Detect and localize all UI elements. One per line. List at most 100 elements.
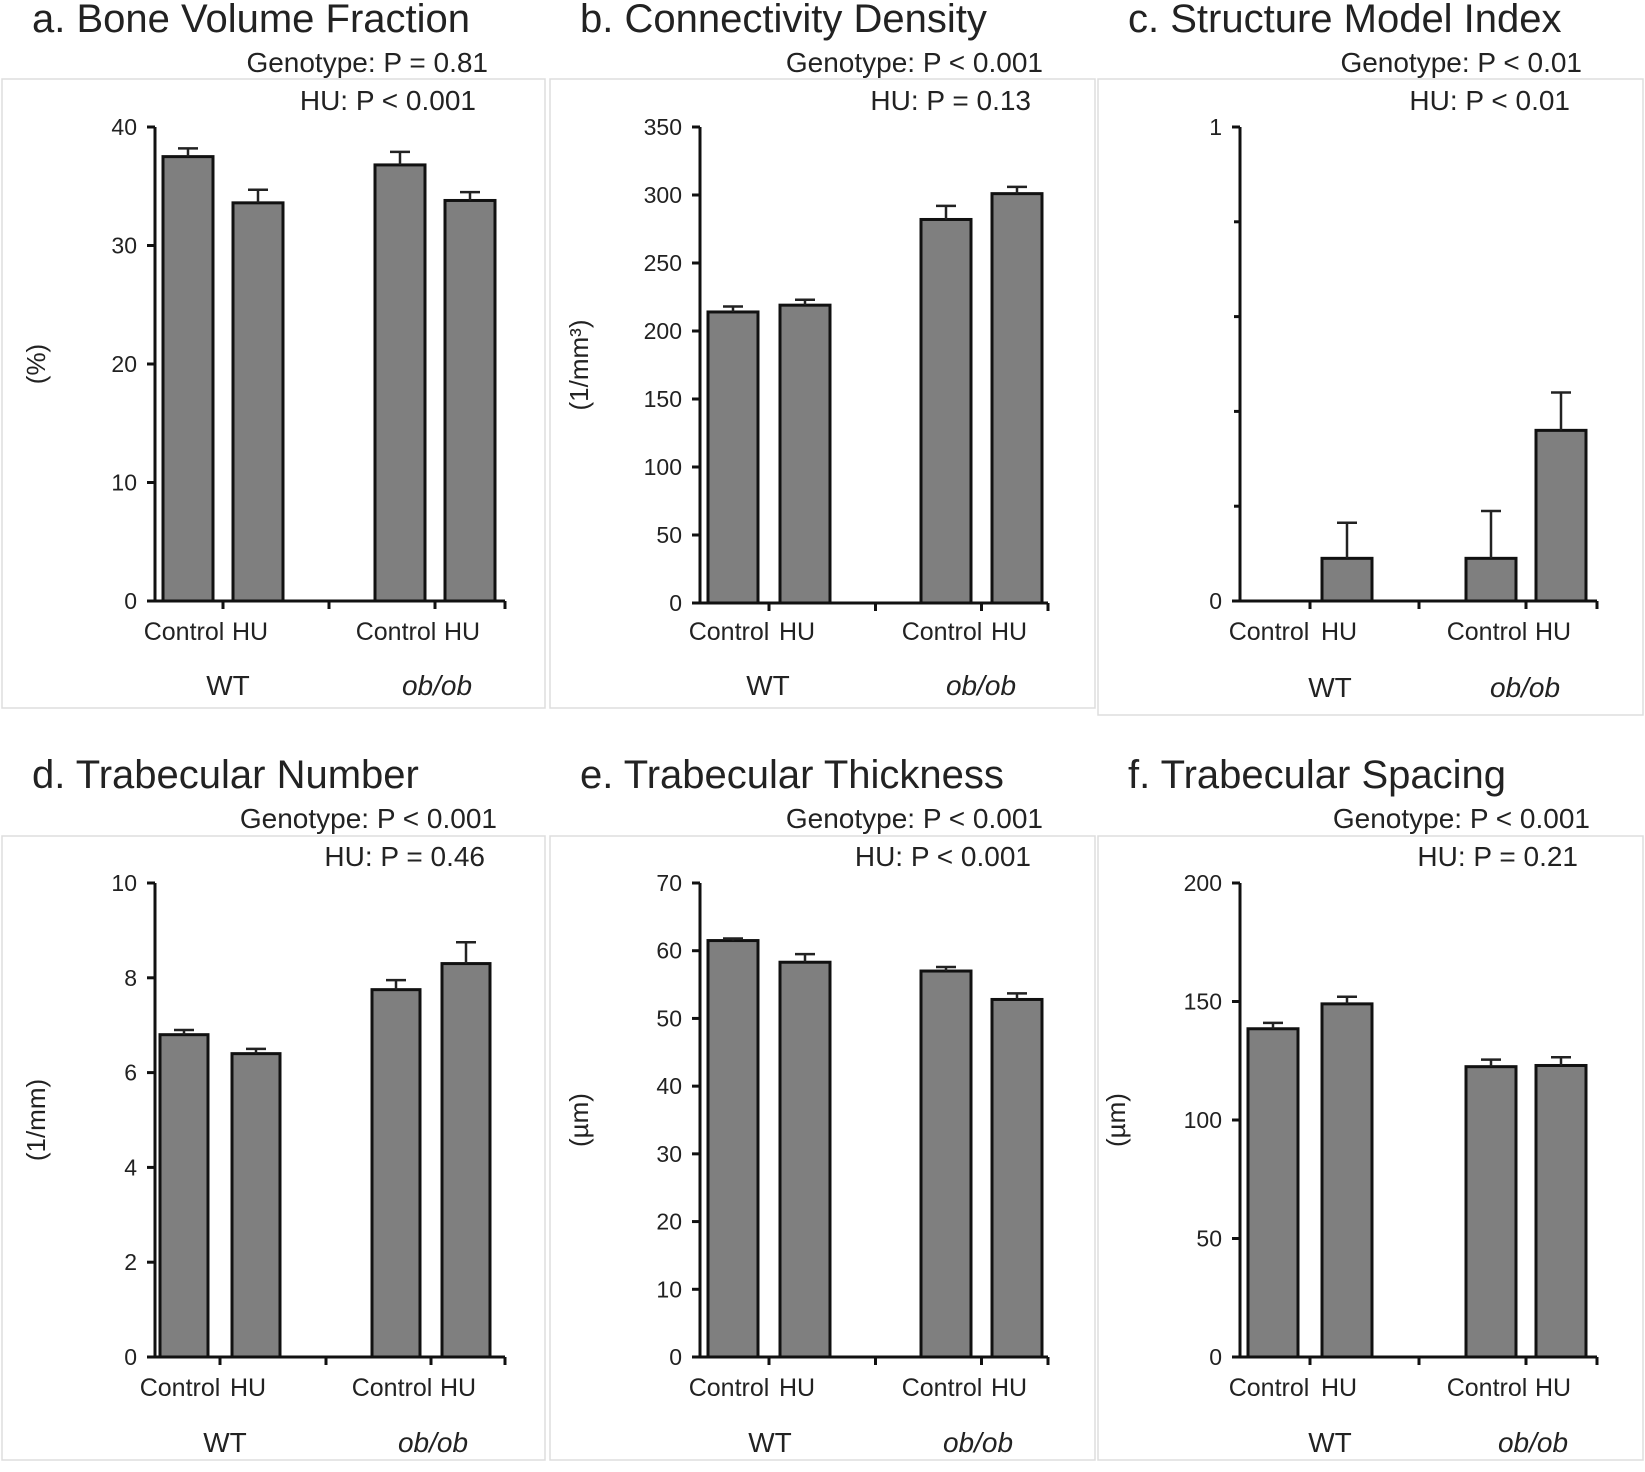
bar-hu-obob bbox=[990, 192, 1044, 605]
category-label: Control bbox=[689, 1374, 770, 1402]
bar-hu-wt bbox=[778, 960, 832, 1359]
category-label: HU bbox=[1321, 1374, 1357, 1402]
group-label: ob/ob bbox=[946, 670, 1016, 701]
stat-hu: HU: P < 0.001 bbox=[855, 841, 1031, 872]
chart-title: e. Trabecular Thickness bbox=[580, 753, 1004, 797]
y-tick-label: 0 bbox=[124, 1344, 137, 1370]
category-label: HU bbox=[444, 618, 480, 646]
y-tick-label: 200 bbox=[644, 318, 682, 344]
y-tick-label: 40 bbox=[656, 1073, 682, 1099]
y-axis-label: (1/mm³) bbox=[564, 320, 594, 411]
y-tick-label: 2 bbox=[124, 1249, 137, 1275]
chart-title: c. Structure Model Index bbox=[1128, 0, 1562, 41]
panel-frame bbox=[1097, 835, 1644, 1461]
stat-hu: HU: P = 0.46 bbox=[324, 841, 485, 872]
chart-panel-1: a. Bone Volume Fraction Genotype: P = 0.8… bbox=[1, 0, 546, 709]
category-label: HU bbox=[991, 1374, 1027, 1402]
y-tick-label: 0 bbox=[124, 588, 137, 614]
y-tick-label: 20 bbox=[656, 1209, 682, 1235]
bar-hu-wt bbox=[231, 201, 285, 603]
bar-control-wt bbox=[1246, 1027, 1300, 1359]
y-tick-label: 30 bbox=[111, 233, 137, 259]
bar-control-wt bbox=[706, 310, 760, 605]
group-label: ob/ob bbox=[1498, 1427, 1568, 1458]
bar-control-obob bbox=[373, 163, 427, 603]
bar-hu-wt bbox=[778, 303, 832, 605]
category-label: HU bbox=[779, 1374, 815, 1402]
stat-genotype: Genotype: P = 0.81 bbox=[246, 47, 488, 78]
y-tick-label: 40 bbox=[111, 114, 137, 140]
category-label: HU bbox=[232, 618, 268, 646]
y-tick-label: 350 bbox=[644, 114, 682, 140]
y-tick-label: 60 bbox=[656, 938, 682, 964]
y-tick-label: 0 bbox=[1209, 588, 1222, 614]
category-label: Control bbox=[689, 618, 770, 646]
bar-hu-wt bbox=[230, 1052, 282, 1359]
group-label: WT bbox=[1308, 672, 1352, 703]
y-tick-label: 50 bbox=[656, 522, 682, 548]
group-label: WT bbox=[748, 1427, 792, 1458]
panel-frame bbox=[1, 835, 546, 1461]
group-label: ob/ob bbox=[943, 1427, 1013, 1458]
group-label: WT bbox=[203, 1427, 247, 1458]
chart-title: d. Trabecular Number bbox=[32, 753, 419, 797]
category-label: Control bbox=[1447, 1374, 1528, 1402]
bar-hu-obob bbox=[1534, 1063, 1588, 1359]
panel-frame bbox=[549, 835, 1096, 1461]
y-tick-label: 50 bbox=[1196, 1226, 1222, 1252]
y-axis-label: (µm) bbox=[1101, 1093, 1131, 1147]
group-label: WT bbox=[746, 670, 790, 701]
y-tick-label: 0 bbox=[669, 590, 682, 616]
stat-hu: HU: P = 0.21 bbox=[1417, 841, 1578, 872]
y-tick-label: 10 bbox=[111, 470, 137, 496]
bar-hu-wt bbox=[1320, 1002, 1374, 1359]
category-label: HU bbox=[991, 618, 1027, 646]
stat-genotype: Genotype: P < 0.001 bbox=[786, 803, 1043, 834]
chart-panel-3: c. Structure Model Index Genotype: P < 0.… bbox=[1097, 0, 1644, 716]
y-axis-label: (1/mm) bbox=[21, 1079, 51, 1161]
category-label: HU bbox=[440, 1374, 476, 1402]
y-tick-label: 8 bbox=[124, 965, 137, 991]
y-tick-label: 300 bbox=[644, 182, 682, 208]
bar-control-obob bbox=[919, 969, 973, 1359]
category-label: HU bbox=[1535, 618, 1571, 646]
category-label: HU bbox=[779, 618, 815, 646]
bar-control-wt bbox=[158, 1033, 210, 1359]
y-tick-label: 100 bbox=[1184, 1107, 1222, 1133]
y-tick-label: 6 bbox=[124, 1060, 137, 1086]
category-label: HU bbox=[1321, 618, 1357, 646]
y-tick-label: 100 bbox=[644, 454, 682, 480]
chart-panel-5: e. Trabecular Thickness Genotype: P < 0.0… bbox=[549, 753, 1096, 1461]
bar-hu-obob bbox=[990, 997, 1044, 1359]
bar-hu-obob bbox=[1534, 428, 1588, 603]
stat-genotype: Genotype: P < 0.001 bbox=[786, 47, 1043, 78]
y-tick-label: 50 bbox=[656, 1005, 682, 1031]
y-tick-label: 150 bbox=[1184, 989, 1222, 1015]
bar-hu-wt bbox=[1320, 556, 1374, 603]
stat-hu: HU: P < 0.01 bbox=[1409, 85, 1570, 116]
panel-frame bbox=[549, 78, 1096, 709]
chart-title: f. Trabecular Spacing bbox=[1128, 753, 1506, 797]
group-label: ob/ob bbox=[402, 670, 472, 701]
group-label: WT bbox=[1308, 1427, 1352, 1458]
y-tick-label: 10 bbox=[656, 1276, 682, 1302]
y-axis-label: (%) bbox=[21, 344, 51, 384]
y-axis-label: (µm) bbox=[564, 1093, 594, 1147]
y-tick-label: 250 bbox=[644, 250, 682, 276]
category-label: Control bbox=[140, 1374, 221, 1402]
stat-hu: HU: P < 0.001 bbox=[300, 85, 476, 116]
stat-genotype: Genotype: P < 0.01 bbox=[1340, 47, 1582, 78]
stat-genotype: Genotype: P < 0.001 bbox=[240, 803, 497, 834]
bar-control-obob bbox=[1464, 1065, 1518, 1359]
chart-panel-4: d. Trabecular Number Genotype: P < 0.001 H… bbox=[1, 753, 546, 1461]
group-label: ob/ob bbox=[398, 1427, 468, 1458]
bar-control-obob bbox=[919, 217, 973, 605]
category-label: HU bbox=[1535, 1374, 1571, 1402]
category-label: Control bbox=[352, 1374, 433, 1402]
y-tick-label: 0 bbox=[669, 1344, 682, 1370]
chart-panel-6: f. Trabecular Spacing Genotype: P < 0.001… bbox=[1097, 753, 1644, 1461]
bar-control-obob bbox=[1464, 556, 1518, 603]
category-label: Control bbox=[144, 618, 225, 646]
stat-genotype: Genotype: P < 0.001 bbox=[1333, 803, 1590, 834]
y-tick-label: 200 bbox=[1184, 870, 1222, 896]
